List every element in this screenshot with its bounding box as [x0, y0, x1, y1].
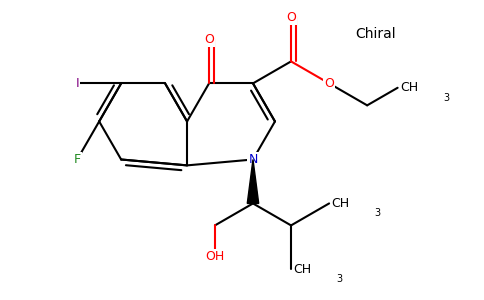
- Text: I: I: [76, 77, 79, 90]
- Text: CH: CH: [293, 263, 311, 276]
- Polygon shape: [247, 160, 259, 203]
- Text: CH: CH: [400, 81, 418, 94]
- Text: Chiral: Chiral: [356, 26, 396, 40]
- Text: F: F: [74, 153, 81, 166]
- Text: N: N: [248, 153, 257, 166]
- Text: OH: OH: [205, 250, 225, 263]
- Text: O: O: [286, 11, 296, 24]
- Text: O: O: [324, 77, 334, 90]
- Text: 3: 3: [375, 208, 381, 218]
- Text: 3: 3: [443, 93, 450, 103]
- Text: CH: CH: [332, 197, 349, 210]
- Text: 3: 3: [337, 274, 343, 284]
- Text: O: O: [204, 33, 214, 46]
